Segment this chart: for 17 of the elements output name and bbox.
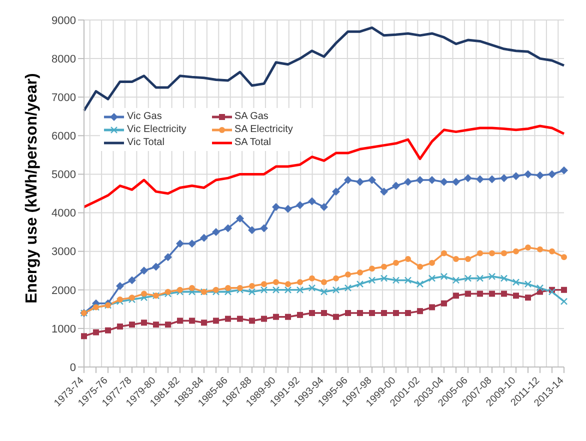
y-tick-label: 8000 (52, 53, 76, 66)
y-tick-label: 4000 (52, 208, 76, 220)
legend-label: Vic Gas (127, 111, 162, 122)
legend-label: Vic Total (127, 137, 164, 148)
y-tick-label: 0 (70, 362, 76, 374)
y-tick-label: 2000 (52, 284, 76, 297)
y-tick-label: 1000 (52, 323, 76, 336)
legend-label: SA Gas (234, 111, 268, 122)
y-tick-label: 5000 (52, 169, 76, 182)
legend-label: SA Total (234, 137, 272, 148)
y-tick-label: 7000 (52, 92, 76, 104)
y-tick-label: 9000 (52, 14, 76, 27)
legend-label: SA Electricity (234, 124, 293, 135)
y-tick-label: 6000 (52, 130, 76, 143)
legend-label: Vic Electricity (127, 124, 186, 135)
y-axis-title: Energy use (kWh/person/year) (24, 73, 41, 304)
y-tick-label: 3000 (52, 246, 76, 258)
